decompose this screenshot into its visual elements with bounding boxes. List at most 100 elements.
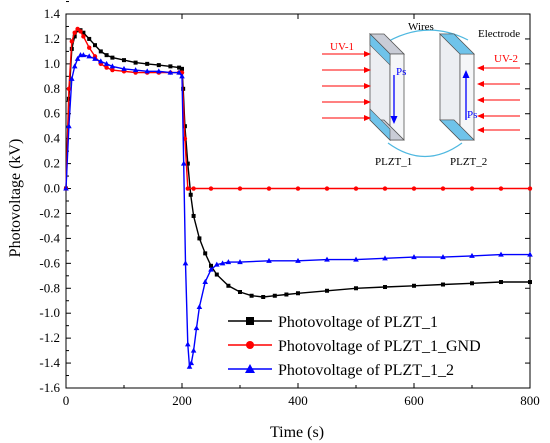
data-point — [185, 161, 190, 166]
sample-2-electrode — [439, 33, 475, 55]
sample-2-crystal — [439, 33, 475, 141]
legend-item-plzt-1-gnd: Photovoltage of PLZT_1_GND — [228, 338, 481, 355]
data-point — [190, 347, 197, 353]
uv-1-arrow-head — [364, 115, 371, 121]
data-point — [176, 69, 182, 75]
y-tick-label: -0.4 — [39, 230, 60, 245]
data-point — [78, 29, 83, 34]
y-tick-label: -0.8 — [39, 280, 60, 295]
sample-1-electrode — [369, 33, 391, 66]
data-point — [202, 279, 208, 285]
data-point — [353, 186, 359, 191]
data-point — [185, 186, 190, 191]
data-point — [440, 186, 446, 191]
data-point — [272, 293, 277, 298]
y-tick-label: -1.4 — [39, 355, 60, 370]
data-point — [182, 260, 189, 266]
y-tick-label: -1.0 — [39, 305, 60, 320]
data-point — [86, 53, 92, 59]
data-point — [196, 303, 203, 309]
sample-1-crystal — [369, 33, 405, 141]
inset-diagram: UV-1 UV-2 Wires Electrode Ps Ps PLZT_1 P… — [322, 21, 520, 168]
uv-2-arrow-head — [477, 81, 484, 87]
data-point — [440, 254, 446, 260]
data-point — [284, 292, 289, 297]
data-point — [219, 260, 226, 266]
uv-1-arrow-head — [364, 51, 371, 57]
data-point — [527, 186, 533, 191]
data-point — [185, 341, 191, 347]
data-point — [354, 286, 358, 291]
data-point — [110, 67, 115, 73]
data-point — [179, 73, 185, 79]
data-point — [168, 64, 173, 69]
data-point — [75, 26, 80, 32]
data-point — [191, 213, 196, 218]
series-group — [63, 26, 533, 370]
data-point — [81, 34, 86, 39]
data-point — [208, 186, 214, 191]
uv-1-arrow-head — [364, 67, 371, 73]
data-point — [469, 252, 475, 258]
data-point — [92, 55, 98, 61]
svg-text:Photovoltage of PLZT_1_GND: Photovoltage of PLZT_1_GND — [278, 338, 481, 355]
y-tick-label: -0.6 — [39, 255, 60, 270]
x-axis-ticks: 0 200 400 600 800 — [63, 14, 540, 408]
y-tick-label: 1.4 — [44, 6, 61, 21]
data-point — [209, 263, 213, 268]
data-point — [441, 282, 445, 287]
x-tick-label: 800 — [520, 393, 540, 408]
data-point — [71, 63, 78, 69]
data-point — [238, 290, 242, 295]
y-tick-label: 0.2 — [44, 156, 60, 171]
data-point — [69, 39, 75, 44]
data-point — [237, 259, 243, 265]
data-point — [74, 55, 81, 61]
data-point — [498, 186, 504, 191]
y-tick-label: -0.2 — [39, 205, 60, 220]
data-point — [104, 65, 109, 70]
ps-label-2: Ps — [467, 109, 477, 121]
data-point — [191, 186, 196, 191]
data-point — [527, 251, 533, 257]
data-point — [156, 63, 161, 68]
data-point — [87, 45, 92, 50]
series-3 — [63, 52, 533, 370]
data-point — [66, 86, 72, 92]
uv-2-arrow-head — [477, 97, 484, 103]
data-point — [109, 63, 116, 69]
x-tick-label: 200 — [172, 393, 192, 408]
data-point — [72, 30, 77, 35]
data-point — [188, 192, 193, 197]
data-point — [121, 65, 127, 71]
data-point — [203, 251, 208, 256]
data-point — [188, 360, 195, 366]
data-point — [411, 254, 417, 260]
data-point — [103, 60, 110, 66]
data-point — [132, 67, 139, 73]
data-point — [186, 363, 193, 369]
y-tick-label: 0.4 — [44, 131, 61, 146]
data-point — [144, 68, 150, 74]
data-point — [145, 61, 150, 66]
uv-2-arrow-head — [477, 127, 484, 133]
data-point — [411, 186, 417, 191]
data-point — [214, 272, 219, 277]
data-point — [383, 285, 387, 290]
data-point — [324, 186, 330, 191]
data-point — [156, 68, 162, 74]
data-point — [63, 185, 69, 191]
y-tick-label: -1.2 — [39, 330, 60, 345]
data-point — [261, 294, 266, 299]
data-point — [499, 280, 503, 285]
data-point — [66, 123, 72, 129]
data-point — [324, 256, 330, 262]
uv-1-arrow-head — [364, 83, 371, 89]
wire-bottom — [387, 142, 463, 158]
y-tick-label: 0.0 — [44, 181, 60, 196]
y-axis-label: Photovoltage (kV) — [7, 139, 24, 258]
wires-label: Wires — [408, 21, 434, 33]
data-point — [122, 58, 126, 63]
data-point — [180, 160, 187, 166]
